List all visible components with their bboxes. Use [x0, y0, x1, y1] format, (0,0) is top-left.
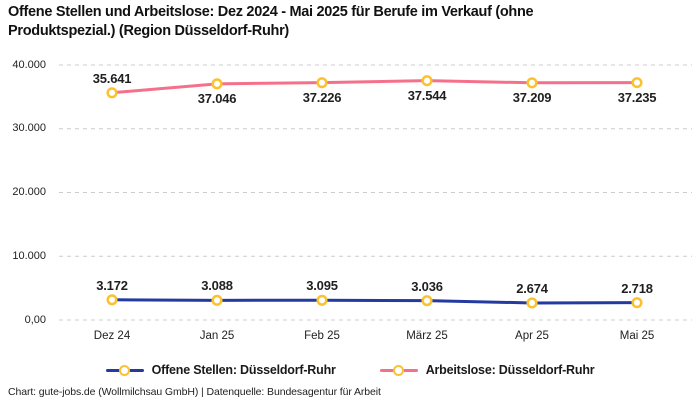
- legend-label: Arbeitslose: Düsseldorf-Ruhr: [425, 363, 595, 377]
- series-line: [110, 79, 639, 95]
- data-point-label: 2.718: [621, 280, 653, 296]
- data-point-marker[interactable]: [421, 75, 433, 87]
- x-axis-tick-label: Mai 25: [619, 330, 655, 342]
- data-point-label: 37.235: [617, 89, 657, 105]
- data-point-label: 2.674: [516, 280, 548, 296]
- legend: Offene Stellen: Düsseldorf-Ruhr Arbeitslo…: [0, 360, 700, 380]
- data-point-marker[interactable]: [526, 77, 538, 89]
- x-axis-tick-label: Jan 25: [199, 330, 235, 342]
- data-point-label: 37.226: [302, 89, 342, 105]
- data-point-label: 3.088: [201, 278, 233, 294]
- legend-line-marker-icon: [105, 364, 144, 376]
- y-axis-tick-label: 20.000: [12, 186, 46, 198]
- y-axis-tick-label: 0,00: [24, 313, 46, 326]
- data-point-label: 37.544: [407, 87, 447, 103]
- x-axis-tick-label: Feb 25: [304, 330, 340, 342]
- legend-item[interactable]: Arbeitslose: Düsseldorf-Ruhr: [379, 363, 595, 377]
- data-point-label: 37.209: [512, 89, 552, 105]
- data-point-label: 3.036: [411, 278, 443, 294]
- legend-label: Offene Stellen: Düsseldorf-Ruhr: [151, 363, 336, 377]
- data-point-marker[interactable]: [631, 77, 643, 89]
- data-point-marker[interactable]: [211, 78, 223, 90]
- x-axis-tick-label: Dez 24: [93, 330, 131, 342]
- x-axis-tick-label: März 25: [406, 330, 448, 342]
- y-axis-tick-label: 30.000: [12, 122, 46, 135]
- data-point-marker[interactable]: [526, 297, 538, 309]
- data-point-marker[interactable]: [631, 297, 643, 309]
- y-axis-tick-label: 40.000: [12, 58, 46, 71]
- data-point-label: 3.095: [306, 278, 338, 294]
- data-point-marker[interactable]: [106, 294, 118, 306]
- legend-item[interactable]: Offene Stellen: Düsseldorf-Ruhr: [105, 363, 336, 377]
- y-axis-tick-label: 10.000: [12, 249, 46, 262]
- data-point-label: 35.641: [92, 70, 132, 86]
- series-line: [110, 298, 639, 305]
- data-point-marker[interactable]: [211, 294, 223, 306]
- data-point-marker[interactable]: [421, 295, 433, 307]
- data-point-marker[interactable]: [316, 77, 328, 89]
- legend-line-marker-icon: [379, 364, 418, 376]
- data-point-marker[interactable]: [106, 87, 118, 99]
- chart-title: Offene Stellen und Arbeitslose: Dez 2024…: [8, 4, 534, 39]
- footer-credit: Chart: gute-jobs.de (Wollmilchsau GmbH) …: [8, 386, 381, 398]
- data-point-label: 37.046: [197, 90, 237, 106]
- data-point-label: 3.172: [96, 277, 128, 293]
- data-point-marker[interactable]: [316, 294, 328, 306]
- x-axis-tick-label: Apr 25: [515, 330, 549, 342]
